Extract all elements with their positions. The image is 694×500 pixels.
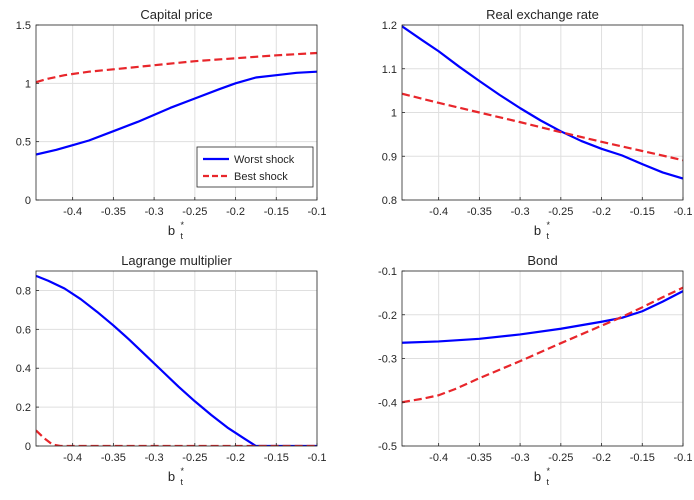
x-tick-label: -0.35 (101, 206, 126, 218)
x-tick-label: -0.1 (308, 206, 327, 218)
x-tick-label: -0.35 (467, 452, 492, 464)
legend-worst-label: Worst shock (234, 154, 295, 166)
legend: Worst shock Best shock (196, 146, 314, 188)
panel-1: -0.4 -0.35 -0.3 -0.25 -0.2 -0.15 -0.1 0.8 0.9 1 1.… (382, 7, 693, 241)
y-tick-label: 0.2 (16, 402, 31, 414)
y-tick-label: 0.8 (16, 285, 31, 297)
chart-title: Real exchange rate (486, 7, 599, 22)
worst-shock-line (36, 274, 317, 446)
y-tick-label: 0.8 (382, 195, 397, 207)
x-tick-label: -0.1 (674, 452, 693, 464)
x-axis-label: b (168, 223, 175, 238)
x-axis-label-subscript: t (547, 231, 550, 241)
y-tick-label: 1 (391, 108, 397, 120)
worst-shock-line (402, 290, 683, 344)
best-shock-line (402, 286, 683, 404)
y-tick-label: 0.6 (16, 324, 31, 336)
x-axis-label: b (534, 469, 541, 484)
y-tick-label: -0.2 (378, 310, 397, 322)
x-tick-label: -0.35 (467, 206, 492, 218)
x-tick-label: -0.4 (429, 206, 448, 218)
x-axis-label-superscript: * (181, 466, 185, 476)
worst-shock-line (402, 25, 683, 180)
x-tick-label: -0.15 (264, 206, 289, 218)
x-tick-label: -0.25 (548, 206, 573, 218)
y-tick-label: 0.9 (382, 151, 397, 163)
x-tick-label: -0.25 (182, 206, 207, 218)
x-axis-label-superscript: * (547, 466, 551, 476)
y-tick-label: 0 (25, 441, 31, 453)
x-axis-label-subscript: t (181, 477, 184, 487)
chart-title: Capital price (140, 7, 212, 22)
panel-2: -0.4 -0.35 -0.3 -0.25 -0.2 -0.15 -0.1 0 0.2 0.4 0.… (16, 253, 327, 487)
chart-title: Lagrange multiplier (121, 253, 232, 268)
panel-0: -0.4 -0.35 -0.3 -0.25 -0.2 -0.15 -0.1 0 0.5 1 1.5 C… (16, 7, 327, 241)
x-tick-label: -0.4 (429, 452, 448, 464)
legend-best-label: Best shock (234, 171, 288, 183)
panel-3: -0.4 -0.35 -0.3 -0.25 -0.2 -0.15 -0.1 -0.5 -0.4 -… (378, 253, 692, 487)
y-tick-label: 1.5 (16, 20, 31, 32)
y-tick-label: 1 (25, 78, 31, 90)
best-shock-line (36, 51, 317, 84)
x-tick-label: -0.15 (630, 206, 655, 218)
x-tick-label: -0.3 (145, 206, 164, 218)
x-tick-label: -0.15 (264, 452, 289, 464)
axes-box (35, 270, 318, 447)
x-axis-label-superscript: * (181, 220, 185, 230)
best-shock-line (402, 92, 683, 162)
x-tick-label: -0.2 (226, 452, 245, 464)
chart-title: Bond (527, 253, 557, 268)
x-tick-label: -0.3 (511, 206, 530, 218)
best-shock-line (36, 429, 317, 446)
x-tick-label: -0.2 (226, 206, 245, 218)
x-axis-label-subscript: t (181, 231, 184, 241)
x-tick-label: -0.25 (182, 452, 207, 464)
y-tick-label: 1.2 (382, 20, 397, 32)
x-tick-label: -0.3 (145, 452, 164, 464)
y-tick-label: 0 (25, 195, 31, 207)
legend-box (196, 146, 314, 188)
x-tick-label: -0.25 (548, 452, 573, 464)
x-tick-label: -0.2 (592, 206, 611, 218)
x-tick-label: -0.4 (63, 452, 82, 464)
x-axis-label: b (168, 469, 175, 484)
x-tick-label: -0.35 (101, 452, 126, 464)
axes-box (35, 24, 318, 201)
x-tick-label: -0.4 (63, 206, 82, 218)
x-tick-label: -0.3 (511, 452, 530, 464)
x-tick-label: -0.1 (308, 452, 327, 464)
x-axis-label-superscript: * (547, 220, 551, 230)
x-tick-label: -0.1 (674, 206, 693, 218)
y-tick-label: -0.1 (378, 266, 397, 278)
x-axis-label: b (534, 223, 541, 238)
y-tick-label: -0.3 (378, 354, 397, 366)
x-axis-label-subscript: t (547, 477, 550, 487)
y-tick-label: 0.5 (16, 137, 31, 149)
y-tick-label: 1.1 (382, 64, 397, 76)
y-tick-label: 0.4 (16, 363, 31, 375)
x-tick-label: -0.2 (592, 452, 611, 464)
y-tick-label: -0.4 (378, 397, 397, 409)
y-tick-label: -0.5 (378, 441, 397, 453)
x-tick-label: -0.15 (630, 452, 655, 464)
worst-shock-line (36, 70, 317, 156)
